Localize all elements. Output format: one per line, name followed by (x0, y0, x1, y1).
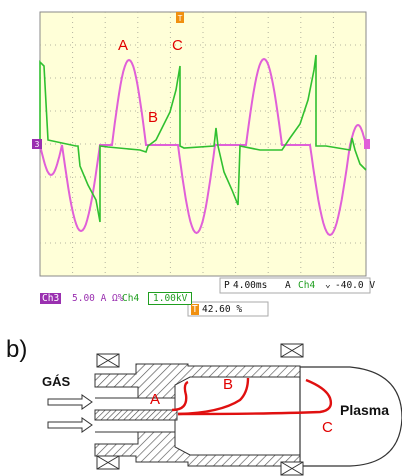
timebase-value: 4.00ms (233, 280, 268, 291)
arc-a-path (171, 380, 189, 412)
trigger-level: -40.0 V (335, 280, 376, 291)
coil-top-right-icon (280, 343, 304, 358)
trigger-channel: Ch4 (298, 280, 316, 291)
trigger-mode: A (285, 280, 291, 291)
plasma-torch-diagram: GÁS Plasma A B C (42, 343, 402, 476)
anode-upper-wall (94, 363, 301, 399)
timebase-box (219, 277, 371, 294)
arc-paths (171, 377, 333, 416)
panel-b-label: b) (6, 336, 28, 363)
coil-bottom-left-icon (96, 455, 120, 470)
ch4-voltage-trace (39, 54, 367, 223)
cursor-icon: T (191, 304, 199, 315)
timebase-prefix: P (224, 280, 230, 291)
cursor-readout: 42.60 % (202, 304, 243, 315)
coil-bottom-right-icon (280, 461, 304, 476)
ch3-tag[interactable]: Ch3 (40, 293, 62, 304)
curve-label-a: A (118, 37, 128, 54)
ch3-ground-marker[interactable]: 3 (32, 139, 42, 149)
gas-inlet-arrows-icon (47, 394, 93, 433)
ch3-current-trace (39, 57, 367, 237)
ch4-scale: 1.00kV (148, 292, 193, 305)
ch3-scale: 5.00 A Ω% (72, 293, 124, 304)
trigger-marker-label: T (178, 14, 183, 23)
curve-label-c: C (172, 37, 183, 54)
arc-label-a: A (150, 391, 160, 408)
arc-c-path (177, 378, 333, 416)
plot-area (39, 11, 367, 277)
plasma-label: Plasma (340, 402, 389, 418)
cathode-rod (94, 409, 178, 421)
coil-top-left-icon (96, 353, 120, 368)
anode-lower-wall (94, 431, 301, 467)
cursor-readout-box (187, 301, 269, 317)
gas-label: GÁS (42, 374, 71, 389)
right-edge-marker (364, 139, 370, 149)
arc-b-path (177, 377, 250, 416)
ch4-tag[interactable]: Ch4 (122, 293, 140, 304)
arc-label-b: B (223, 376, 233, 393)
ch3-ground-marker-label: 3 (35, 140, 40, 149)
trigger-position-marker[interactable]: T (176, 12, 184, 23)
curve-label-b: B (148, 109, 158, 126)
falling-edge-icon: ⌄ (325, 279, 331, 290)
arc-label-c: C (322, 419, 333, 436)
